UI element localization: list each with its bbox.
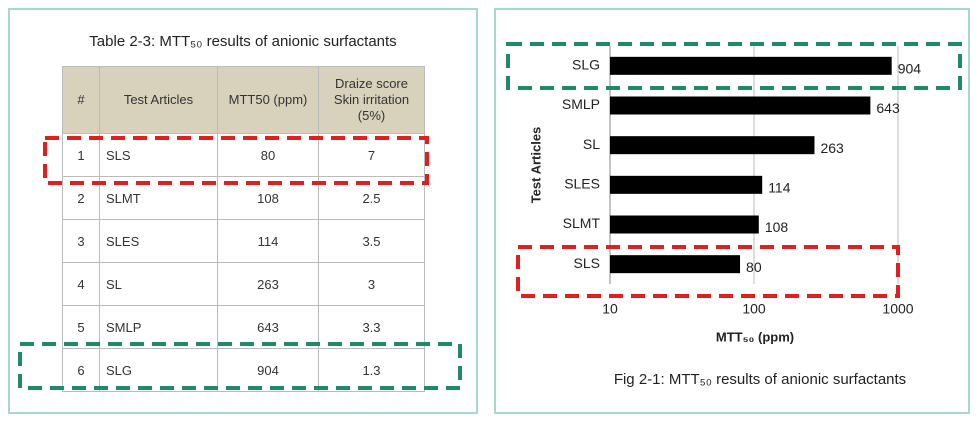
- y-tick-label: SMLP: [562, 96, 600, 112]
- bar: [610, 56, 892, 75]
- column-header: Test Articles: [99, 66, 218, 134]
- table-cell: SMLP: [99, 305, 218, 349]
- table-row: 4 SL 263 3: [62, 262, 425, 306]
- table-cell: 3.5: [318, 219, 425, 263]
- y-tick-label: SLES: [564, 176, 600, 192]
- table-title: Table 2-3: MTT₅₀ results of anionic surf…: [89, 33, 397, 50]
- table-cell: 3: [62, 219, 100, 263]
- value-label: 643: [876, 100, 900, 116]
- x-axis-label: MTT₅₀ (ppm): [716, 329, 794, 344]
- bar: [610, 136, 815, 155]
- table-panel: [8, 8, 478, 414]
- header-row: # Test Articles MTT50 (ppm) Draize score Sk…: [62, 66, 425, 134]
- value-label: 114: [768, 180, 791, 196]
- y-tick-label: SLMT: [563, 215, 601, 231]
- value-label: 108: [765, 219, 789, 235]
- table: # Test Articles MTT50 (ppm) Draize score Sk…: [62, 66, 425, 392]
- x-tick-label: 10: [602, 301, 618, 317]
- value-label: 904: [898, 61, 922, 77]
- table-cell: SL: [99, 262, 218, 306]
- value-label: 80: [746, 259, 762, 275]
- column-header: Draize score Skin irritation (5%): [318, 66, 425, 134]
- value-label: 263: [820, 140, 844, 156]
- bar: [610, 255, 741, 274]
- bar: [610, 96, 871, 115]
- table-cell: 5: [62, 305, 100, 349]
- y-tick-label: SL: [583, 136, 600, 152]
- chart-caption: Fig 2-1: MTT₅₀ results of anionic surfac…: [614, 371, 906, 388]
- y-tick-label: SLS: [574, 255, 600, 271]
- bar: [610, 175, 763, 194]
- x-tick-label: 1000: [882, 301, 913, 317]
- y-tick-label: SLG: [572, 57, 600, 73]
- table-cell: 263: [217, 262, 319, 306]
- bar: [610, 215, 759, 234]
- table-row: 3 SLES 114 3.5: [62, 219, 425, 263]
- chart-panel: [494, 8, 970, 414]
- x-tick-label: 100: [742, 301, 766, 317]
- column-header: #: [62, 66, 100, 134]
- y-axis-label: Test Articles: [528, 127, 543, 204]
